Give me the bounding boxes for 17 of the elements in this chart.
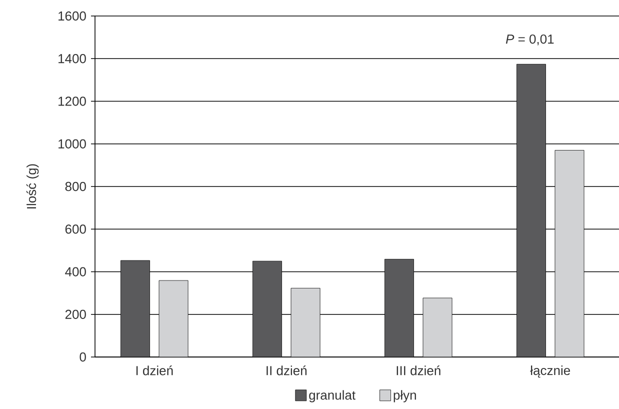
annotation: P = 0,01 — [506, 34, 554, 46]
x-tick-label: łącznie — [530, 366, 570, 378]
y-tick-label: 1600 — [58, 11, 86, 21]
y-tick-label: 600 — [65, 224, 86, 234]
y-tick-label: 1400 — [58, 54, 86, 64]
x-tick-label: I dzień — [136, 366, 173, 376]
y-tick-label: 200 — [65, 310, 86, 319]
x-tick-label: II dzień — [266, 366, 307, 376]
y-axis-title: Ilość (g) — [26, 164, 39, 208]
y-tick-label: 800 — [65, 182, 86, 192]
y-tick-label: 400 — [65, 267, 86, 276]
y-tick-label: 1200 — [58, 96, 86, 106]
x-tick-label: III dzień — [396, 366, 440, 376]
y-tick-label: 1000 — [58, 139, 86, 148]
legend-label: płyn — [394, 390, 416, 402]
legend-label: granulat — [309, 390, 356, 402]
y-tick-label: 0 — [80, 352, 86, 362]
